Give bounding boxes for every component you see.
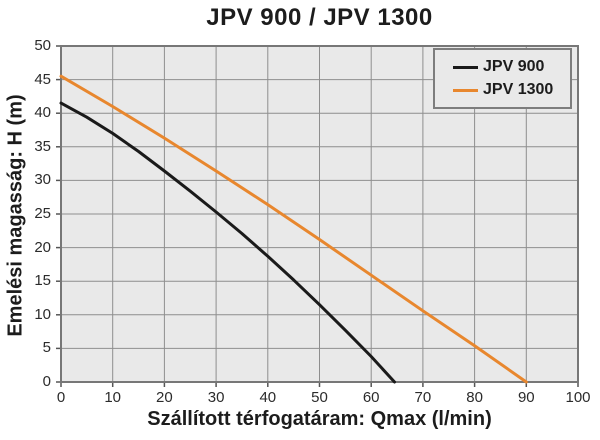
y-tick-label: 50 (34, 37, 51, 54)
y-tick-label: 20 (34, 238, 51, 256)
legend-label-jpv1300: JPV 1300 (483, 81, 554, 98)
legend-label-jpv900: JPV 900 (483, 58, 545, 75)
x-axis-label: Szállított térfogatáram: Qmax (l/min) (147, 408, 492, 430)
x-tick-label: 100 (565, 389, 591, 406)
legend-item-jpv1300: JPV 1300 (453, 81, 570, 99)
plot-border (60, 45, 579, 383)
x-tick-label: 0 (56, 389, 66, 406)
y-tick-label: 5 (42, 339, 51, 357)
y-tick-label: 40 (34, 104, 51, 122)
x-tick-label: 90 (517, 389, 535, 406)
y-tick-label: 45 (34, 70, 51, 88)
x-tick-label: 20 (156, 389, 173, 406)
jpv900-line-swatch-icon (453, 65, 478, 69)
y-tick-label: 30 (34, 171, 51, 189)
y-tick-label: 10 (34, 305, 51, 323)
x-tick-label: 60 (362, 389, 380, 406)
y-tick-label: 15 (34, 272, 51, 290)
x-tick-label: 80 (466, 389, 483, 406)
y-tick-label: 25 (34, 205, 51, 222)
x-tick-label: 40 (259, 389, 277, 406)
x-tick-label: 50 (311, 389, 328, 406)
jpv1300-line-swatch-icon (453, 88, 478, 92)
x-tick-label: 10 (104, 389, 122, 406)
series-line-jpv-1300 (59, 74, 528, 384)
y-tick-label: 35 (34, 137, 51, 155)
x-tick-label: 70 (414, 389, 432, 406)
chart-title: JPV 900 / JPV 1300 (206, 4, 433, 31)
legend: JPV 900 JPV 1300 (433, 48, 572, 109)
series-line-jpv-900 (59, 101, 396, 384)
y-tick-label: 0 (42, 373, 51, 390)
legend-item-jpv900: JPV 900 (453, 58, 570, 76)
x-tick-label: 30 (207, 389, 225, 406)
